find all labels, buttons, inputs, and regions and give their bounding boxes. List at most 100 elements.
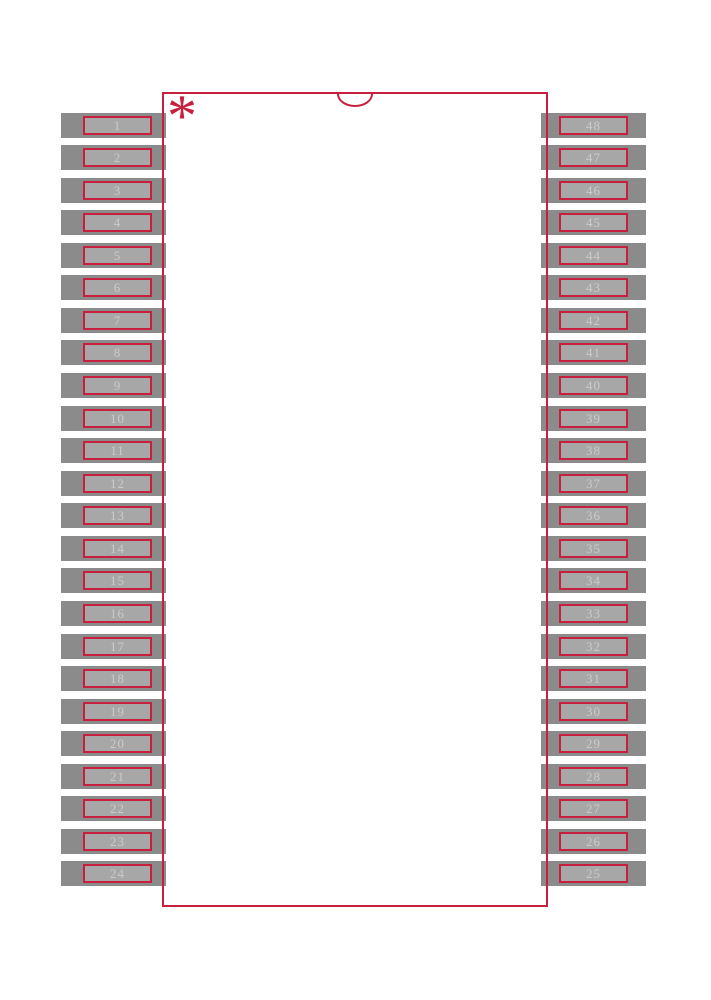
pin-pad-46: 46 — [541, 178, 646, 203]
pin-lead-33: 33 — [559, 604, 628, 623]
pin-lead-27: 27 — [559, 799, 628, 818]
pin-lead-12: 12 — [83, 474, 152, 493]
pin-pad-3: 3 — [61, 178, 166, 203]
pin-pad-41: 41 — [541, 340, 646, 365]
pin-number: 15 — [110, 572, 125, 588]
pin-number: 40 — [586, 377, 601, 393]
pin-lead-2: 2 — [83, 148, 152, 167]
pin-lead-26: 26 — [559, 832, 628, 851]
pin-number: 45 — [586, 214, 601, 230]
pin-lead-7: 7 — [83, 311, 152, 330]
pin-number: 36 — [586, 507, 601, 523]
pin-number: 1 — [113, 117, 122, 133]
pin-lead-8: 8 — [83, 343, 152, 362]
pin-pad-4: 4 — [61, 210, 166, 235]
pin-number: 5 — [113, 247, 122, 263]
pin-pad-38: 38 — [541, 438, 646, 463]
pin-number: 35 — [586, 540, 601, 556]
pin-number: 47 — [586, 149, 601, 165]
pin-lead-38: 38 — [559, 441, 628, 460]
pin-pad-45: 45 — [541, 210, 646, 235]
pin-pad-31: 31 — [541, 666, 646, 691]
pin-pad-25: 25 — [541, 861, 646, 886]
pin-pad-22: 22 — [61, 796, 166, 821]
pin-number: 9 — [113, 377, 122, 393]
pin-number: 2 — [113, 149, 122, 165]
pin-lead-23: 23 — [83, 832, 152, 851]
pin-number: 12 — [110, 475, 125, 491]
pin-pad-15: 15 — [61, 568, 166, 593]
pin-number: 39 — [586, 410, 601, 426]
pin-number: 17 — [110, 638, 125, 654]
pin-lead-15: 15 — [83, 571, 152, 590]
pin-number: 4 — [113, 214, 122, 230]
pin-number: 21 — [110, 768, 125, 784]
package-outline — [162, 92, 548, 907]
pin-lead-47: 47 — [559, 148, 628, 167]
pin-pad-21: 21 — [61, 764, 166, 789]
pin-pad-8: 8 — [61, 340, 166, 365]
pin-lead-9: 9 — [83, 376, 152, 395]
pin-number: 46 — [586, 182, 601, 198]
pin-number: 37 — [586, 475, 601, 491]
pin-number: 18 — [110, 670, 125, 686]
pin-lead-31: 31 — [559, 669, 628, 688]
pin-lead-30: 30 — [559, 702, 628, 721]
pin-number: 48 — [586, 117, 601, 133]
pin-pad-27: 27 — [541, 796, 646, 821]
pin-number: 34 — [586, 572, 601, 588]
pin-pad-39: 39 — [541, 406, 646, 431]
pin-number: 3 — [113, 182, 122, 198]
pin-lead-28: 28 — [559, 767, 628, 786]
pin-lead-41: 41 — [559, 343, 628, 362]
orientation-notch-icon — [337, 94, 373, 107]
pin-pad-23: 23 — [61, 829, 166, 854]
pin-lead-36: 36 — [559, 506, 628, 525]
pin-pad-19: 19 — [61, 699, 166, 724]
pin-lead-5: 5 — [83, 246, 152, 265]
pin-lead-16: 16 — [83, 604, 152, 623]
pin-lead-20: 20 — [83, 734, 152, 753]
pin-pad-16: 16 — [61, 601, 166, 626]
pin-number: 19 — [110, 703, 125, 719]
pin-pad-17: 17 — [61, 634, 166, 659]
pin-pad-26: 26 — [541, 829, 646, 854]
pin-lead-6: 6 — [83, 278, 152, 297]
pin-number: 7 — [113, 312, 122, 328]
pin-number: 31 — [586, 670, 601, 686]
pin-lead-46: 46 — [559, 181, 628, 200]
pin-number: 27 — [586, 800, 601, 816]
pin-lead-21: 21 — [83, 767, 152, 786]
pin-lead-40: 40 — [559, 376, 628, 395]
pin1-asterisk-icon: * — [167, 83, 197, 149]
pin-lead-44: 44 — [559, 246, 628, 265]
pin-pad-7: 7 — [61, 308, 166, 333]
pin-pad-30: 30 — [541, 699, 646, 724]
pin-pad-13: 13 — [61, 503, 166, 528]
pin-lead-3: 3 — [83, 181, 152, 200]
pin-pad-43: 43 — [541, 275, 646, 300]
pin-pad-32: 32 — [541, 634, 646, 659]
pin-pad-44: 44 — [541, 243, 646, 268]
pin-pad-18: 18 — [61, 666, 166, 691]
pin-lead-13: 13 — [83, 506, 152, 525]
pin-pad-40: 40 — [541, 373, 646, 398]
pin-number: 20 — [110, 735, 125, 751]
pin-lead-48: 48 — [559, 116, 628, 135]
pin-number: 24 — [110, 865, 125, 881]
pin-lead-25: 25 — [559, 864, 628, 883]
pin-pad-37: 37 — [541, 471, 646, 496]
pin-number: 23 — [110, 833, 125, 849]
pin-lead-37: 37 — [559, 474, 628, 493]
pin-pad-48: 48 — [541, 113, 646, 138]
pin-lead-34: 34 — [559, 571, 628, 590]
pin-lead-22: 22 — [83, 799, 152, 818]
pin-pad-12: 12 — [61, 471, 166, 496]
pin-number: 8 — [113, 344, 122, 360]
pin-pad-33: 33 — [541, 601, 646, 626]
pin-pad-34: 34 — [541, 568, 646, 593]
pin-lead-11: 11 — [83, 441, 152, 460]
pin-pad-20: 20 — [61, 731, 166, 756]
pin-lead-24: 24 — [83, 864, 152, 883]
